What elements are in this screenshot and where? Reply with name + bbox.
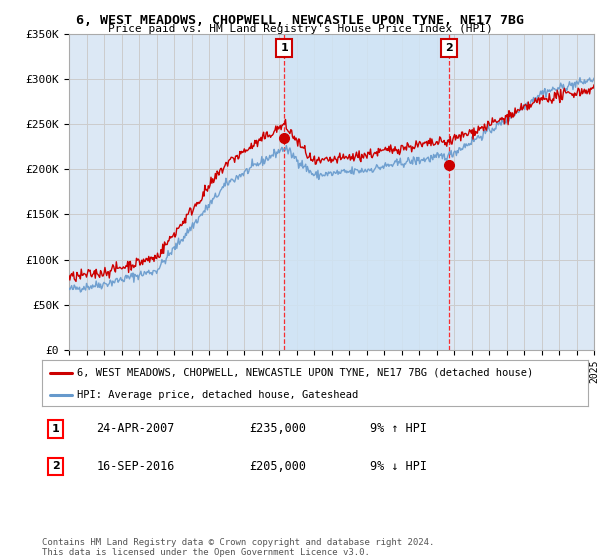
Text: 6, WEST MEADOWS, CHOPWELL, NEWCASTLE UPON TYNE, NE17 7BG: 6, WEST MEADOWS, CHOPWELL, NEWCASTLE UPO…: [76, 14, 524, 27]
Text: Contains HM Land Registry data © Crown copyright and database right 2024.
This d: Contains HM Land Registry data © Crown c…: [42, 538, 434, 557]
Text: HPI: Average price, detached house, Gateshead: HPI: Average price, detached house, Gate…: [77, 390, 359, 399]
Text: 24-APR-2007: 24-APR-2007: [97, 422, 175, 436]
Text: 9% ↑ HPI: 9% ↑ HPI: [370, 422, 427, 436]
Text: 1: 1: [52, 424, 59, 434]
Text: 16-SEP-2016: 16-SEP-2016: [97, 460, 175, 473]
Text: Price paid vs. HM Land Registry's House Price Index (HPI): Price paid vs. HM Land Registry's House …: [107, 24, 493, 34]
Text: £235,000: £235,000: [250, 422, 307, 436]
Text: £205,000: £205,000: [250, 460, 307, 473]
Text: 6, WEST MEADOWS, CHOPWELL, NEWCASTLE UPON TYNE, NE17 7BG (detached house): 6, WEST MEADOWS, CHOPWELL, NEWCASTLE UPO…: [77, 368, 534, 378]
Text: 1: 1: [280, 43, 288, 53]
Text: 2: 2: [52, 461, 59, 472]
Text: 2: 2: [445, 43, 453, 53]
Text: 9% ↓ HPI: 9% ↓ HPI: [370, 460, 427, 473]
Bar: [284, 34, 449, 350]
